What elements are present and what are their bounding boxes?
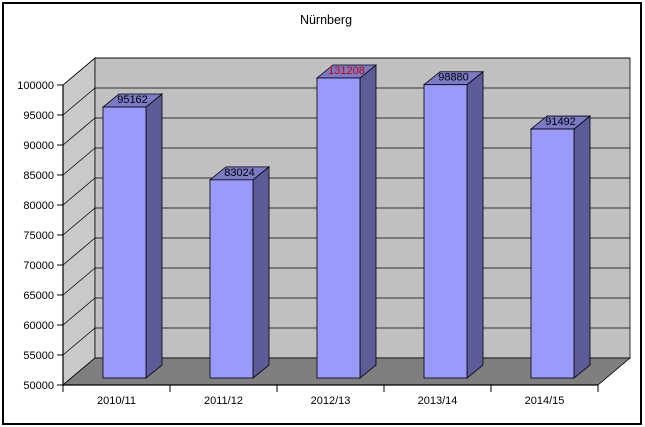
bar-data-label: 131208 — [328, 65, 365, 77]
bar-side-face — [573, 115, 591, 379]
y-axis-label: 75000 — [23, 230, 54, 242]
plot-area: 100000 95000 90000 85000 80000 75000 70000 6500… — [17, 57, 632, 407]
bar-side-face — [252, 166, 270, 379]
y-axis-label: 65000 — [23, 290, 54, 302]
bar-front-face — [209, 179, 254, 379]
bar-front-face — [423, 84, 468, 379]
bar-data-label: 95162 — [117, 94, 148, 106]
x-axis-label: 2014/15 — [525, 395, 565, 407]
bar-side-face — [145, 93, 163, 379]
left-wall-grid-line — [62, 57, 96, 86]
left-wall-grid-line — [62, 147, 96, 176]
y-axis-label: 55000 — [23, 350, 54, 362]
y-axis-label: 90000 — [23, 140, 54, 152]
left-wall-grid-line — [62, 117, 96, 146]
y-axis-label: 100000 — [17, 80, 54, 92]
left-wall-grid-line — [62, 267, 96, 296]
chart-title: Nürnberg — [300, 13, 352, 27]
y-axis-label: 60000 — [23, 320, 54, 332]
bar-data-label: 91492 — [545, 116, 576, 128]
bar-front-face — [530, 128, 575, 379]
left-wall-grid-line — [62, 237, 96, 266]
bar-data-label: 83024 — [224, 167, 255, 179]
x-axis-label: 2012/13 — [311, 395, 351, 407]
x-axis-label: 2013/14 — [418, 395, 458, 407]
y-axis-label: 85000 — [23, 170, 54, 182]
bar-front-face — [316, 77, 361, 379]
y-axis-label: 70000 — [23, 260, 54, 272]
x-axis-label: 2011/12 — [204, 395, 243, 407]
bar-side-face — [359, 64, 377, 379]
y-axis-label: 80000 — [23, 200, 54, 212]
left-wall-grid-line — [62, 297, 96, 326]
left-wall-grid-line — [62, 177, 96, 206]
left-wall-grid-line — [62, 87, 96, 116]
left-wall-grid-line — [62, 327, 96, 356]
y-axis-label: 95000 — [23, 110, 54, 122]
x-axis-label: 2010/11 — [97, 395, 136, 407]
bar-data-label: 98880 — [438, 72, 469, 84]
left-wall-grid-line — [62, 207, 96, 236]
bar-side-face — [466, 70, 484, 379]
y-axis-label: 50000 — [23, 380, 54, 392]
bar-front-face — [102, 106, 147, 379]
